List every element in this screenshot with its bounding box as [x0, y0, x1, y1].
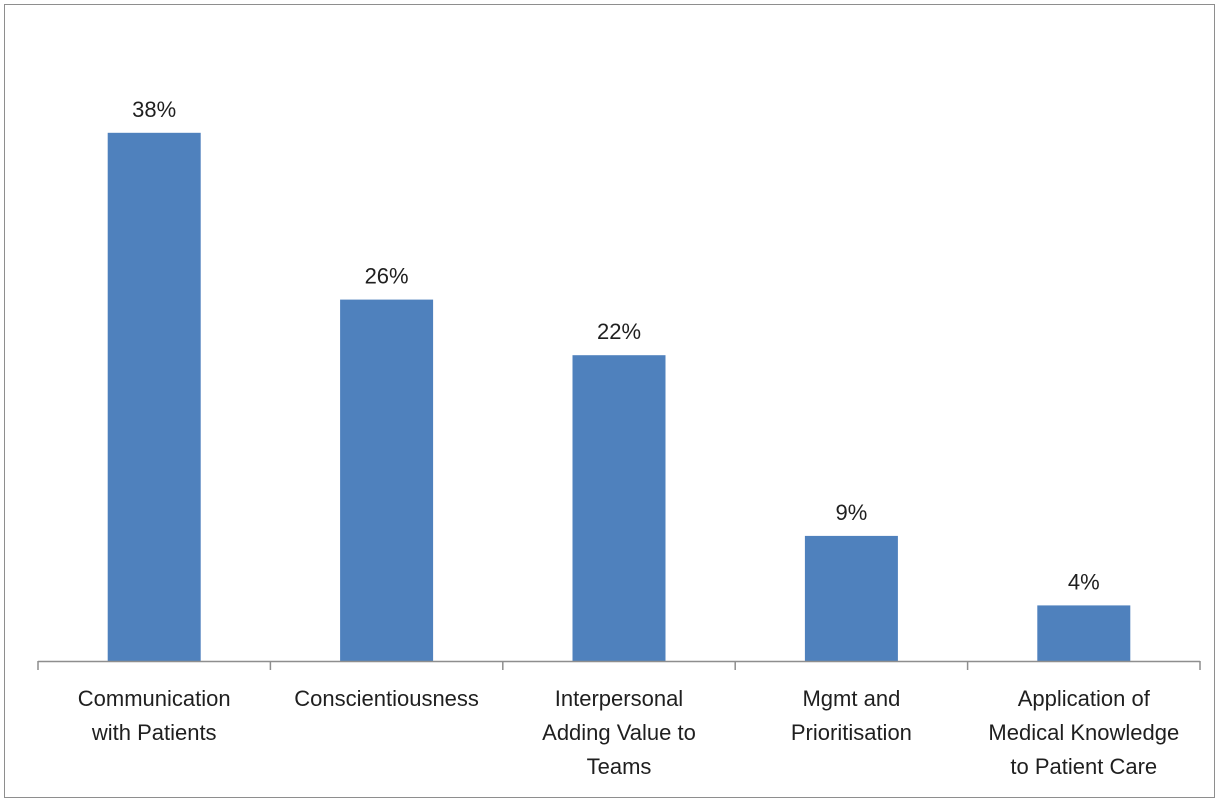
- category-label-line: to Patient Care: [1010, 754, 1157, 779]
- bar: [340, 299, 434, 661]
- category-label-line: Conscientiousness: [294, 686, 479, 711]
- category-label-line: Interpersonal: [555, 686, 683, 711]
- data-label: 4%: [1068, 569, 1100, 594]
- bars-layer: [107, 132, 1131, 662]
- x-axis: [37, 660, 1201, 670]
- category-label-line: Prioritisation: [791, 720, 912, 745]
- category-label: Conscientiousness: [294, 686, 479, 711]
- bar: [1037, 605, 1131, 661]
- bar: [572, 355, 666, 661]
- category-label: Interpersonal Adding Value to Teams: [542, 686, 696, 779]
- data-label: 38%: [132, 97, 176, 122]
- category-label-line: Mgmt and: [802, 686, 900, 711]
- category-label-line: Teams: [587, 754, 652, 779]
- category-labels-layer: Communication with Patients Conscientiousn…: [78, 686, 1179, 779]
- bar: [107, 132, 201, 662]
- category-label-line: Communication: [78, 686, 231, 711]
- category-label-line: Application of: [1018, 686, 1151, 711]
- category-label-line: Adding Value to: [542, 720, 696, 745]
- category-label-line: with Patients: [91, 720, 217, 745]
- data-label: 9%: [836, 500, 868, 525]
- category-label: Communication with Patients: [78, 686, 231, 745]
- category-label: Mgmt and Prioritisation: [791, 686, 912, 745]
- category-label-line: Medical Knowledge: [988, 720, 1179, 745]
- category-label: Application of Medical Knowledge to Patien…: [988, 686, 1179, 779]
- bar: [804, 535, 898, 661]
- data-label: 22%: [597, 319, 641, 344]
- data-labels-layer: 38% 26% 22% 9% 4%: [132, 97, 1100, 595]
- data-label: 26%: [365, 264, 409, 289]
